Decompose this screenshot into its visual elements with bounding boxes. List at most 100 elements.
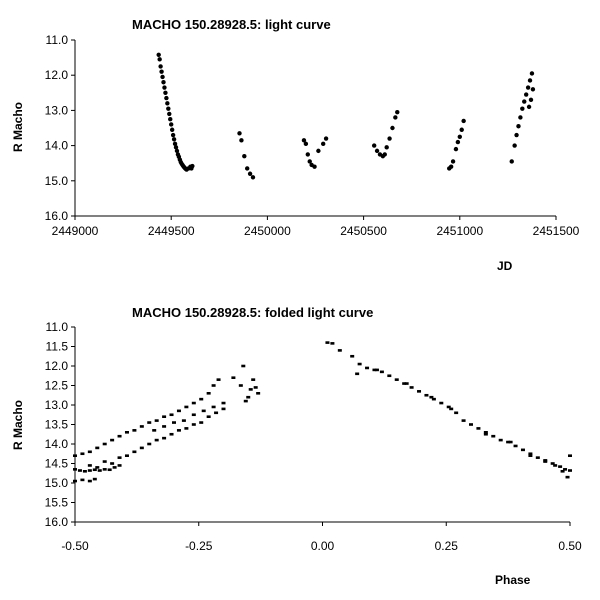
- y-tick-label: 12.5: [45, 379, 69, 393]
- data-point: [157, 57, 162, 62]
- data-point: [168, 117, 173, 122]
- data-point: [371, 143, 377, 148]
- data-point: [166, 106, 171, 111]
- data-point: [550, 462, 555, 465]
- data-point: [161, 80, 166, 85]
- data-point: [237, 131, 242, 136]
- data-point: [160, 74, 165, 80]
- data-point: [565, 475, 570, 479]
- data-point: [323, 136, 329, 141]
- data-point: [80, 478, 85, 482]
- data-point: [124, 454, 129, 457]
- data-point: [459, 127, 464, 132]
- data-point: [374, 148, 380, 154]
- data-point: [199, 421, 204, 424]
- y-tick-label: 11.0: [46, 33, 69, 47]
- data-point: [169, 122, 174, 127]
- data-point: [163, 90, 168, 96]
- data-point: [132, 429, 137, 432]
- data-point: [516, 124, 521, 129]
- x-tick-label: 2451000: [436, 224, 483, 238]
- x-tick-label: -0.50: [61, 539, 89, 553]
- y-tick-label: 14.0: [45, 437, 69, 451]
- data-point: [165, 101, 170, 106]
- data-point: [191, 401, 196, 405]
- data-point: [372, 368, 377, 372]
- data-point: [518, 115, 523, 120]
- data-point: [246, 395, 251, 399]
- data-point: [483, 431, 488, 434]
- data-point: [87, 450, 92, 454]
- light-curve-chart: MACHO 150.28928.5: light curve R Macho J…: [11, 17, 580, 273]
- data-point: [107, 468, 112, 472]
- data-point: [162, 85, 167, 90]
- data-point: [469, 423, 473, 426]
- data-point: [395, 109, 400, 115]
- data-point: [102, 442, 107, 446]
- data-point: [190, 163, 195, 169]
- data-point: [312, 164, 317, 169]
- folded-light-curve-ylabel: R Macho: [11, 400, 25, 450]
- data-point: [172, 421, 176, 424]
- x-tick-label: 0.25: [435, 539, 459, 553]
- data-point: [110, 462, 115, 465]
- y-tick-label: 15.0: [45, 174, 69, 188]
- data-point: [199, 397, 204, 401]
- y-tick-label: 13.0: [45, 103, 69, 117]
- data-point: [454, 411, 459, 415]
- data-point: [520, 448, 525, 452]
- data-point: [512, 143, 517, 148]
- data-point: [247, 171, 253, 176]
- data-point: [253, 386, 258, 389]
- data-point: [147, 442, 152, 446]
- data-point: [162, 415, 167, 418]
- data-point: [201, 409, 206, 413]
- x-tick-label: 2449000: [52, 224, 99, 238]
- y-tick-label: 13.5: [45, 418, 69, 432]
- data-point: [251, 378, 256, 381]
- data-point: [476, 427, 481, 430]
- data-point: [365, 366, 370, 370]
- folded-light-curve-xlabel: Phase: [495, 573, 531, 587]
- data-point: [527, 78, 533, 83]
- data-point: [461, 419, 466, 422]
- data-point: [124, 431, 129, 434]
- light-curve-xlabel: JD: [497, 259, 513, 273]
- data-point: [337, 349, 342, 352]
- data-point: [508, 440, 513, 444]
- data-point: [87, 464, 92, 467]
- data-point: [169, 432, 174, 436]
- data-point: [513, 444, 518, 448]
- data-point: [92, 468, 97, 472]
- data-point: [355, 372, 360, 376]
- folded-light-curve-chart: MACHO 150.28928.5: folded light curve R …: [11, 305, 582, 587]
- data-point: [73, 454, 77, 457]
- data-point: [424, 393, 429, 397]
- data-point: [162, 436, 167, 440]
- data-point: [152, 429, 157, 432]
- y-tick-label: 14.5: [45, 457, 69, 471]
- data-point: [164, 95, 169, 101]
- data-point: [211, 405, 216, 409]
- data-point: [181, 419, 186, 422]
- data-point: [221, 407, 226, 411]
- data-point: [506, 440, 511, 444]
- y-tick-label: 16.0: [45, 515, 69, 529]
- data-point: [216, 378, 221, 381]
- data-point: [404, 382, 409, 385]
- data-point: [491, 434, 496, 438]
- data-point: [95, 446, 100, 450]
- x-tick-label: -0.25: [185, 539, 213, 553]
- data-point: [95, 466, 100, 469]
- data-point: [159, 69, 164, 74]
- data-point: [244, 166, 250, 171]
- folded-light-curve-tick-labels: 11.0 11.5 12.0 12.5 13.0 13.5 14.0 14.5 15.0 15.5…: [45, 320, 582, 553]
- data-point: [528, 97, 534, 103]
- data-point: [156, 52, 161, 57]
- data-point: [535, 456, 540, 459]
- data-point: [316, 148, 321, 154]
- data-point: [248, 388, 253, 391]
- data-point: [543, 460, 548, 463]
- data-point: [384, 145, 389, 150]
- data-point: [429, 395, 434, 399]
